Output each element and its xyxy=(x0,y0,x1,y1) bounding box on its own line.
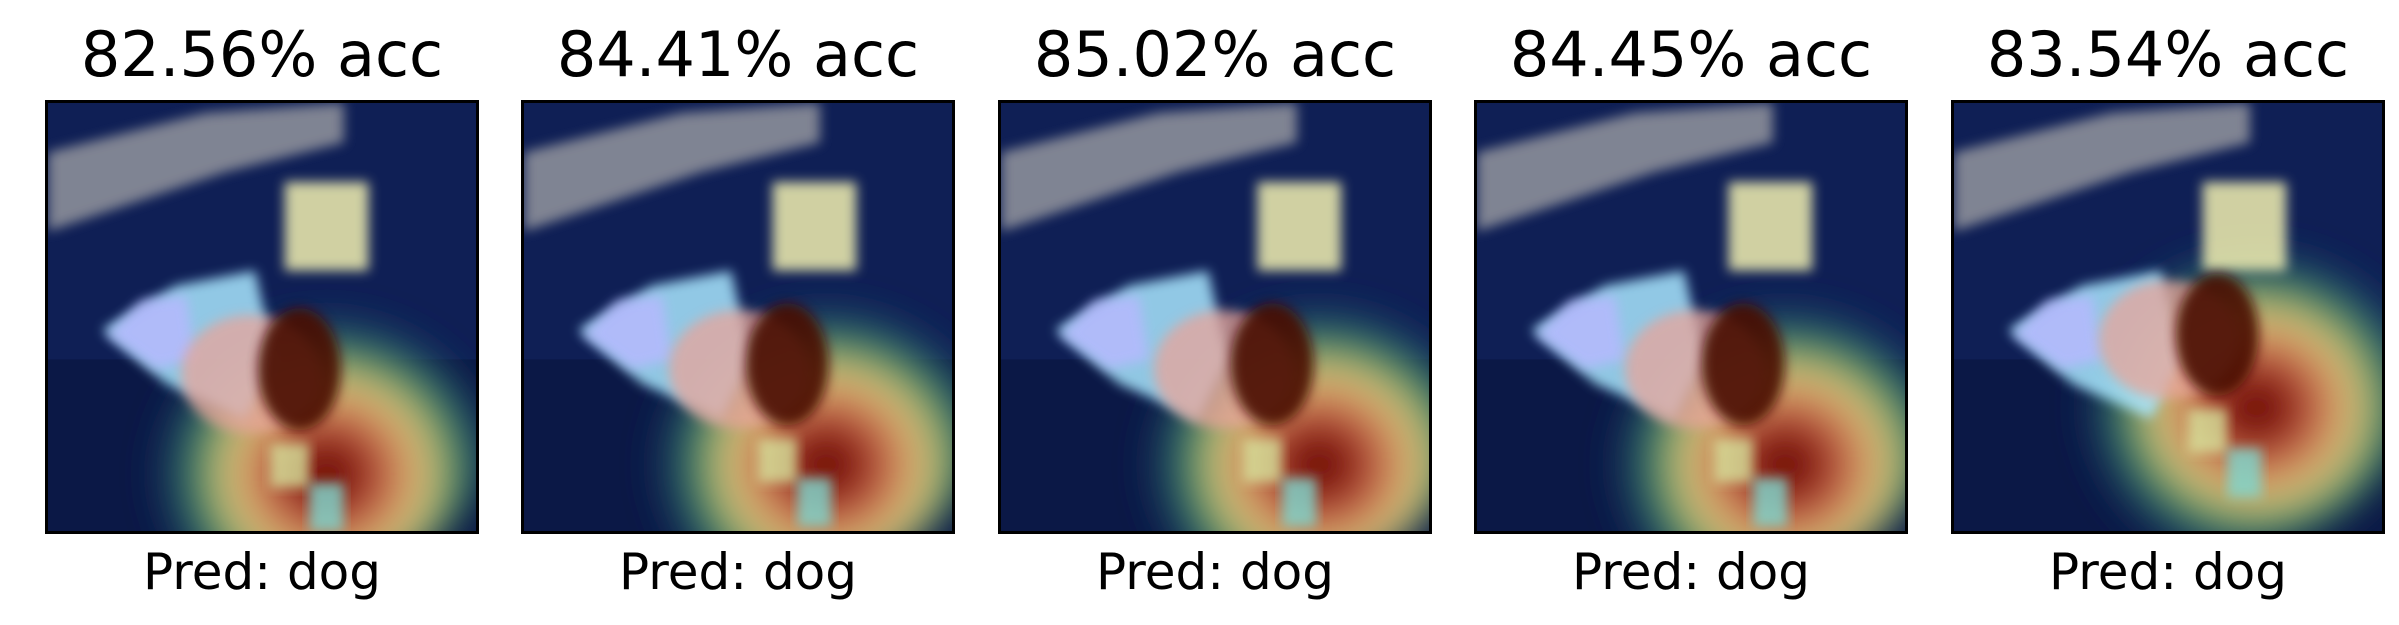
panel-title-accuracy: 84.41% acc xyxy=(556,18,920,91)
gradcam-heatmap-image xyxy=(45,100,479,534)
subplot-panel: 84.41% acc xyxy=(521,0,955,625)
gradcam-heatmap-image xyxy=(1951,100,2385,534)
panel-caption-prediction: Pred: dog xyxy=(2048,543,2288,601)
panel-caption-prediction: Pred: dog xyxy=(142,543,382,601)
panel-caption-prediction: Pred: dog xyxy=(618,543,858,601)
panel-title-accuracy: 85.02% acc xyxy=(1033,18,1397,91)
subplot-panel: 85.02% acc xyxy=(998,0,1432,625)
gradcam-heatmap-image xyxy=(1474,100,1908,534)
gradcam-heatmap-image xyxy=(998,100,1432,534)
subplot-panel: 82.56% acc xyxy=(45,0,479,625)
panel-caption-prediction: Pred: dog xyxy=(1095,543,1335,601)
panel-caption-prediction: Pred: dog xyxy=(1571,543,1811,601)
panel-title-accuracy: 84.45% acc xyxy=(1509,18,1873,91)
gradcam-heatmap-image xyxy=(521,100,955,534)
panel-title-accuracy: 82.56% acc xyxy=(80,18,444,91)
subplot-panel: 83.54% acc xyxy=(1951,0,2385,625)
panel-title-accuracy: 83.54% acc xyxy=(1986,18,2350,91)
subplot-panel: 84.45% acc xyxy=(1474,0,1908,625)
